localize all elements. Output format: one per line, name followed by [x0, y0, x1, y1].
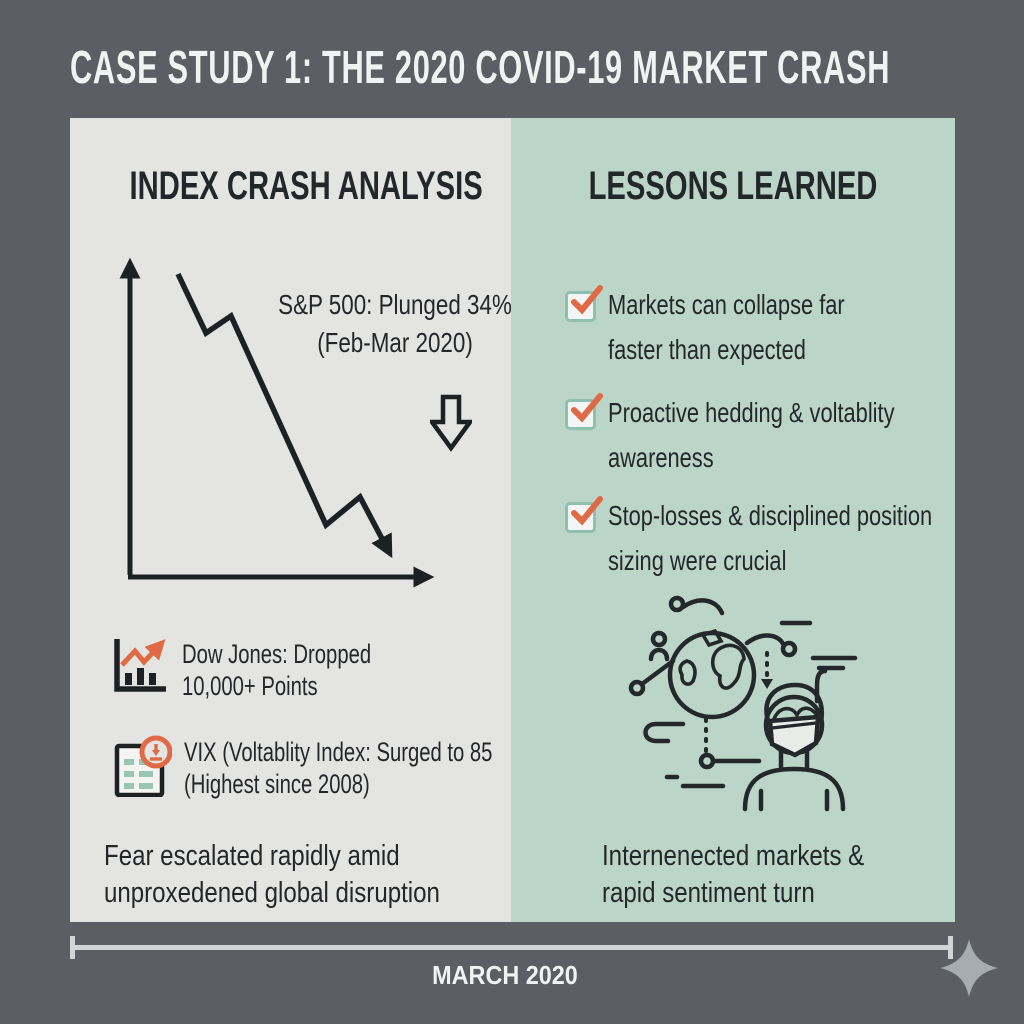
- declining-line-chart-icon: [119, 257, 435, 588]
- checkbox-checked-icon: [565, 285, 603, 322]
- stat-vix-line2: (Highest since 2008): [184, 768, 370, 799]
- left-panel-heading: INDEX CRASH ANALYSIS: [129, 164, 483, 208]
- sp500-annotation-line2: (Feb-Mar 2020): [317, 326, 473, 358]
- stat-dow-jones-line1: Dow Jones: Dropped: [182, 639, 372, 669]
- lesson-item: Stop-losses & disciplined position sizin…: [565, 496, 1024, 584]
- globe-network-masked-person-illustration: [628, 595, 858, 812]
- stat-dow-jones-text: Dow Jones: Dropped 10,000+ Points: [182, 639, 371, 702]
- lesson-text: Proactive hedding & voltablity awareness: [608, 391, 895, 481]
- left-footer-line1: Fear escalated rapidly amid: [104, 840, 400, 872]
- stat-vix-text: VIX (Voltablity Index: Surged to 85 (Hig…: [184, 737, 492, 800]
- timeline-bar: [70, 945, 952, 950]
- lesson-item: Markets can collapse far faster than exp…: [565, 285, 911, 373]
- left-footer-line2: unproxedened global disruption: [104, 876, 440, 909]
- hollow-down-arrow-icon: [430, 394, 472, 452]
- timeline-label: MARCH 2020: [432, 960, 578, 990]
- timeline-left-cap: [70, 936, 75, 959]
- lesson-1-line1: Markets can collapse far: [608, 289, 845, 320]
- right-footer-line1: Internenected markets &: [602, 840, 865, 872]
- stat-vix-line1: VIX (Voltablity Index: Surged to 85: [184, 737, 493, 767]
- lesson-text: Markets can collapse far faster than exp…: [608, 283, 845, 373]
- right-panel-heading: LESSONS LEARNED: [588, 164, 878, 208]
- lessons-learned-panel: LESSONS LEARNED Markets can collapse far…: [511, 118, 955, 922]
- lesson-3-line1: Stop-losses & disciplined position: [608, 500, 933, 531]
- lesson-2-line2: awareness: [608, 441, 714, 473]
- lesson-2-line1: Proactive hedding & voltablity: [608, 397, 895, 428]
- stat-dow-jones: Dow Jones: Dropped 10,000+ Points: [110, 637, 434, 702]
- document-gauge-icon: [114, 735, 172, 797]
- sp500-annotation: S&P 500: Plunged 34% (Feb-Mar 2020): [255, 286, 535, 362]
- stat-vix: VIX (Voltablity Index: Surged to 85 (Hig…: [110, 735, 595, 800]
- lesson-text: Stop-losses & disciplined position sizin…: [608, 494, 932, 584]
- four-point-sparkle-icon: [940, 939, 998, 997]
- page-title: CASE STUDY 1: THE 2020 COVID-19 MARKET C…: [70, 41, 891, 93]
- lesson-3-line2: sizing were crucial: [608, 544, 787, 576]
- sp500-annotation-line1: S&P 500: Plunged 34%: [278, 289, 512, 320]
- checkbox-checked-icon: [565, 393, 603, 430]
- checkbox-checked-icon: [565, 496, 603, 533]
- timeline-right-cap: [948, 936, 953, 959]
- lesson-1-line2: faster than expected: [608, 333, 806, 365]
- left-panel-footer: Fear escalated rapidly amid unproxedened…: [104, 838, 440, 911]
- bar-chart-trend-icon: [114, 639, 166, 692]
- right-footer-line2: rapid sentiment turn: [602, 876, 815, 909]
- lesson-item: Proactive hedding & voltablity awareness: [565, 393, 975, 481]
- index-crash-analysis-panel: INDEX CRASH ANALYSIS S&P 500: Plunged 34…: [70, 118, 512, 922]
- stat-dow-jones-line2: 10,000+ Points: [182, 670, 318, 701]
- right-panel-footer: Internenected markets & rapid sentiment …: [602, 838, 864, 911]
